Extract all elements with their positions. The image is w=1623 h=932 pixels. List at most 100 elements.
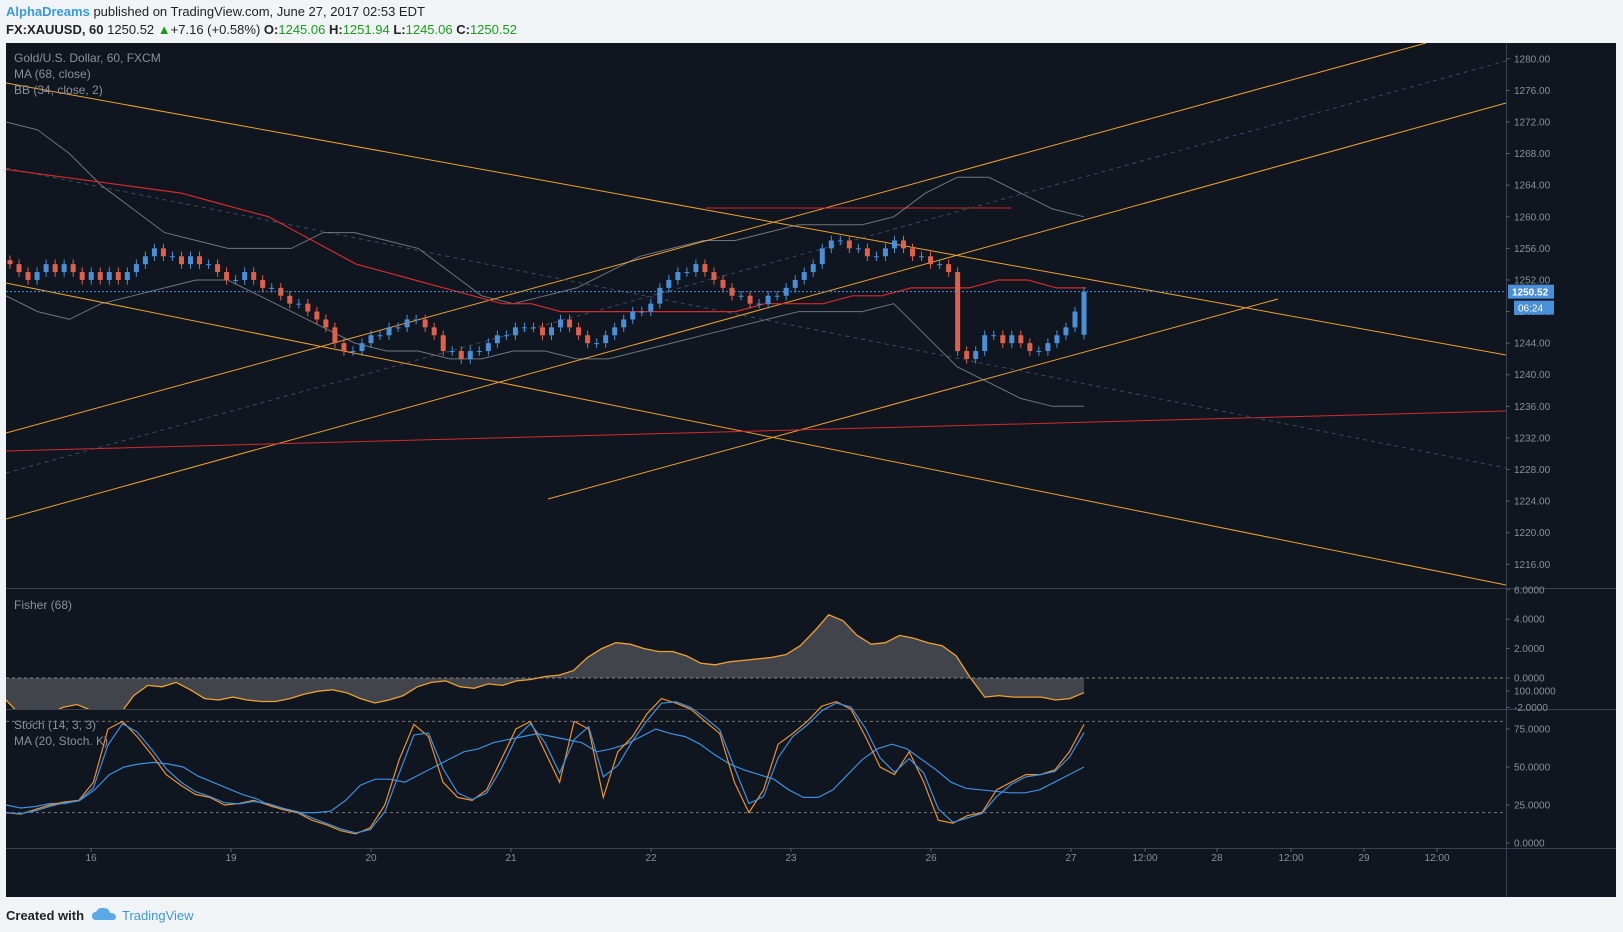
x-tick-label: 27 — [1065, 853, 1077, 864]
candle-body — [747, 295, 753, 304]
countdown-badge — [1514, 300, 1554, 315]
candle-body — [178, 256, 184, 265]
candle-body — [458, 351, 464, 359]
candle-body — [1009, 335, 1015, 344]
candle-body — [955, 272, 961, 352]
candle-body — [242, 272, 248, 280]
stoch-y-tick-label: 75.0000 — [1514, 725, 1551, 736]
chart-canvas[interactable]: 1216.00 1220.00 1224.00 1228.00 1232.00 1236.… — [6, 43, 1616, 897]
candle-body — [937, 264, 943, 266]
candle-body — [7, 260, 13, 265]
candle-body — [25, 272, 31, 280]
author-link[interactable]: AlphaDreams — [6, 4, 90, 19]
tradingview-logo-icon[interactable] — [92, 907, 117, 924]
y-tick-label: 1220.00 — [1514, 528, 1551, 539]
candle-body — [431, 327, 437, 336]
high-label: H: — [328, 22, 343, 37]
x-tick-label: 21 — [505, 853, 517, 864]
candle-body — [142, 256, 148, 265]
x-tick-label: 22 — [645, 853, 657, 864]
x-tick-label: 28 — [1211, 853, 1223, 864]
tradingview-link[interactable]: TradingView — [122, 908, 194, 923]
candle-body — [1027, 343, 1033, 352]
candle-body — [567, 319, 573, 328]
candle-body — [973, 351, 979, 359]
x-tick-label: 16 — [85, 853, 97, 864]
candle-body — [666, 279, 672, 288]
candle-body — [16, 264, 22, 273]
publish-header: AlphaDreams published on TradingView.com… — [6, 4, 425, 19]
candle-body — [910, 248, 916, 257]
candle-body — [612, 327, 618, 336]
candle-body — [1054, 335, 1060, 344]
candle-body — [52, 264, 58, 273]
stoch-ma-line — [6, 728, 1085, 814]
candle-body — [233, 279, 239, 281]
y-tick-label: 1224.00 — [1514, 497, 1551, 508]
candle-body — [494, 335, 500, 344]
candle-body — [386, 327, 392, 336]
candle-body — [558, 319, 564, 328]
candle-body — [711, 272, 717, 280]
x-tick-label: 29 — [1358, 853, 1370, 864]
last-price: 1250.52 — [107, 22, 155, 37]
candle-body — [530, 327, 536, 329]
dashed-median-line — [6, 60, 1507, 474]
candle-body — [215, 264, 221, 273]
x-tick-label: 12:00 — [1132, 853, 1157, 864]
y-tick-label: 1216.00 — [1514, 560, 1551, 571]
stoch-y-tick-label: 100.0000 — [1514, 687, 1556, 698]
candle-body — [919, 256, 925, 258]
candle-body — [648, 303, 654, 312]
symbol-label: FX:XAUUSD, 60 — [6, 22, 104, 37]
stoch-k-fast-line — [6, 701, 1085, 834]
candle-body — [946, 264, 952, 273]
x-tick-label: 19 — [225, 853, 237, 864]
candle-body — [34, 272, 40, 280]
candle-body — [882, 248, 888, 257]
candle-body — [621, 319, 627, 328]
candle-body — [738, 295, 744, 297]
candle-body — [251, 272, 257, 280]
trend-line — [6, 82, 1507, 356]
candle-body — [512, 327, 518, 336]
candle-body — [224, 272, 230, 280]
candle-body — [296, 303, 302, 305]
candle-body — [549, 327, 555, 336]
fisher-panel — [6, 614, 1506, 709]
countdown-badge-text: 06:24 — [1518, 304, 1543, 315]
ma-68-line — [6, 168, 1086, 313]
legend-stoch-ma: MA (20, Stoch. K) — [14, 734, 108, 748]
close-label: C: — [456, 22, 470, 37]
legend-bb: BB (34, close, 2) — [14, 83, 103, 97]
fisher-area — [6, 614, 1084, 709]
candle-body — [160, 248, 166, 257]
candle-body — [287, 295, 293, 304]
candle-body — [1081, 291, 1087, 335]
candle-body — [873, 256, 879, 258]
candle-body — [639, 311, 645, 313]
candle-body — [855, 248, 861, 250]
candle-body — [278, 287, 284, 296]
candle-body — [693, 264, 699, 273]
candle-body — [476, 351, 482, 353]
candle-body — [197, 256, 203, 265]
ohlc-header: FX:XAUUSD, 60 1250.52 ▲+7.16 (+0.58%) O:… — [6, 22, 517, 37]
close-value: 1250.52 — [469, 22, 517, 37]
y-tick-label: 1280.00 — [1514, 54, 1551, 65]
x-tick-label: 12:00 — [1424, 853, 1449, 864]
candle-body — [603, 335, 609, 344]
candle-body — [891, 240, 897, 249]
candle-body — [1018, 335, 1024, 344]
candle-body — [314, 311, 320, 320]
candle-body — [260, 279, 266, 288]
low-value: 1245.06 — [405, 22, 453, 37]
candle-body — [124, 272, 130, 280]
candle-body — [97, 272, 103, 280]
y-tick-label: 1240.00 — [1514, 370, 1551, 381]
y-tick-label: 1252.00 — [1514, 275, 1551, 286]
chart-frame[interactable] — [6, 43, 1616, 897]
candle-body — [928, 256, 934, 265]
candle-body — [106, 272, 112, 280]
y-tick-label: 1236.00 — [1514, 402, 1551, 413]
